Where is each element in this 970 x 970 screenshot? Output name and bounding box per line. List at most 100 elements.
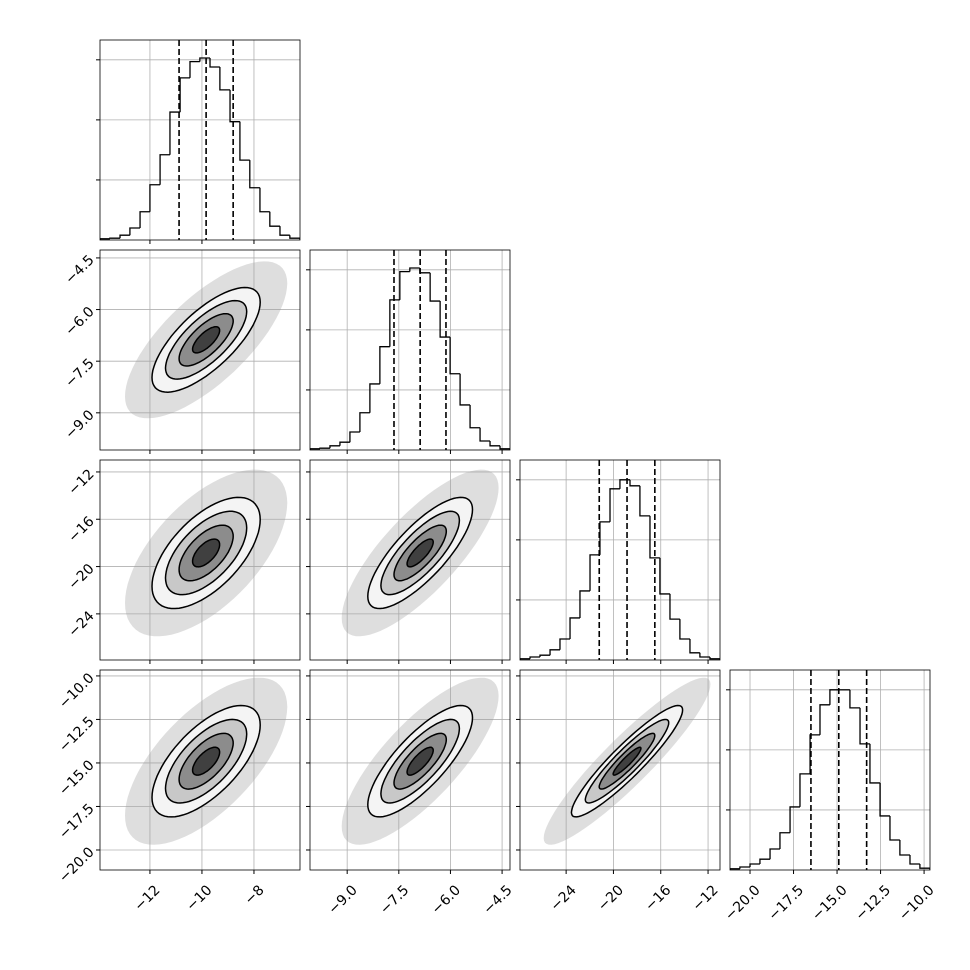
panel-frame (309, 249, 511, 451)
histogram-step (819, 704, 830, 735)
histogram-step (389, 299, 400, 347)
x-tick-label: −9.0 (325, 882, 360, 917)
histogram-step (919, 863, 930, 870)
x-tick-label: −10 (183, 882, 215, 914)
histogram-step (849, 689, 861, 709)
histogram-step (599, 521, 611, 555)
histogram-step (529, 656, 540, 659)
histogram-step (639, 485, 650, 517)
histogram-step (349, 431, 360, 443)
histogram-step (379, 346, 390, 384)
y-tick-label: −12 (65, 466, 97, 498)
histogram-step (679, 619, 690, 640)
histogram-step (759, 858, 771, 864)
panel-frame (309, 459, 511, 661)
histogram-step (139, 211, 150, 228)
y-tick-label: −4.5 (62, 252, 97, 287)
contour (191, 326, 221, 354)
y-tick-label: −7.5 (62, 356, 97, 391)
histogram-step (229, 89, 240, 123)
y-tick-label: −20 (65, 561, 97, 593)
histogram-step (489, 440, 501, 447)
histogram-step (799, 773, 811, 807)
x-tick-label: −16 (642, 882, 674, 914)
panel (310, 460, 510, 660)
histogram-step (189, 60, 200, 78)
contour (612, 746, 642, 776)
panel (100, 670, 300, 870)
histogram-step (629, 479, 640, 487)
x-tick-label: −17.5 (765, 882, 807, 924)
histogram-step (499, 445, 510, 450)
histogram-step (879, 782, 890, 817)
panel (100, 40, 300, 240)
panel (520, 460, 720, 660)
x-tick-label: −15.0 (809, 882, 851, 924)
histogram-step (889, 815, 900, 841)
histogram-step (439, 301, 451, 338)
histogram-step (579, 590, 591, 618)
x-tick-label: −12 (131, 882, 163, 914)
panel (310, 670, 510, 870)
histogram-step (269, 211, 280, 227)
histogram-step (129, 227, 141, 236)
histogram-step (699, 652, 710, 658)
histogram-step (669, 593, 680, 620)
panel (310, 250, 510, 450)
histogram-step (149, 184, 161, 212)
histogram-step (539, 654, 551, 657)
histogram-step (739, 866, 751, 869)
panel-frame (99, 249, 301, 451)
histogram-step (169, 111, 181, 155)
histogram-step (609, 488, 620, 522)
y-tick-label: −6.0 (62, 304, 97, 339)
panel-frame (309, 669, 511, 871)
histogram-step (689, 638, 700, 654)
histogram-step (589, 554, 600, 591)
contour (406, 746, 434, 776)
histogram-step (549, 649, 560, 656)
histogram-step (709, 656, 720, 660)
histogram-step (259, 187, 270, 213)
panel-frame (99, 39, 301, 241)
y-tick-label: −24 (65, 608, 97, 640)
histogram-step (899, 839, 910, 856)
histogram-step (339, 441, 350, 446)
contour (191, 538, 221, 568)
x-tick-label: −6.0 (429, 882, 464, 917)
histogram-step (859, 707, 870, 745)
x-tick-label: −8 (242, 882, 268, 908)
x-tick-label: −20 (595, 882, 627, 914)
panel-frame (729, 669, 931, 871)
contour (406, 538, 434, 568)
panel-frame (99, 669, 301, 871)
histogram-step (649, 515, 660, 559)
y-tick-label: −20.0 (56, 844, 98, 886)
histogram-step (459, 373, 471, 406)
histogram-step (319, 447, 330, 449)
histogram-step (100, 238, 110, 240)
x-tick-label: −24 (548, 882, 580, 914)
x-tick-label: −20.0 (722, 882, 764, 924)
histogram-step (769, 848, 780, 860)
histogram-step (249, 160, 260, 189)
histogram-step (399, 270, 410, 300)
histogram-step (559, 638, 571, 650)
contour (191, 746, 221, 776)
y-tick-label: −12.5 (56, 714, 98, 756)
histogram-step (469, 404, 481, 429)
histogram-step (329, 445, 340, 449)
y-tick-label: −17.5 (56, 801, 98, 843)
histogram-step (569, 617, 580, 639)
x-tick-label: −12.5 (853, 882, 895, 924)
histogram-step (659, 557, 670, 595)
histogram-step (809, 734, 820, 774)
histogram-step (749, 863, 760, 867)
histogram-step (730, 868, 740, 870)
histogram-step (520, 658, 531, 660)
histogram-step (619, 479, 630, 489)
panel (100, 250, 300, 450)
y-tick-label: −10.0 (56, 670, 98, 712)
histogram-step (239, 121, 250, 161)
